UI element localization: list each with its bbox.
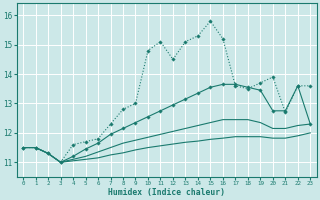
X-axis label: Humidex (Indice chaleur): Humidex (Indice chaleur) xyxy=(108,188,225,197)
